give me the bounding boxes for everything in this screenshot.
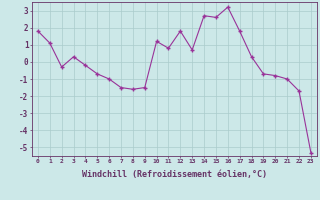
X-axis label: Windchill (Refroidissement éolien,°C): Windchill (Refroidissement éolien,°C) [82, 170, 267, 179]
